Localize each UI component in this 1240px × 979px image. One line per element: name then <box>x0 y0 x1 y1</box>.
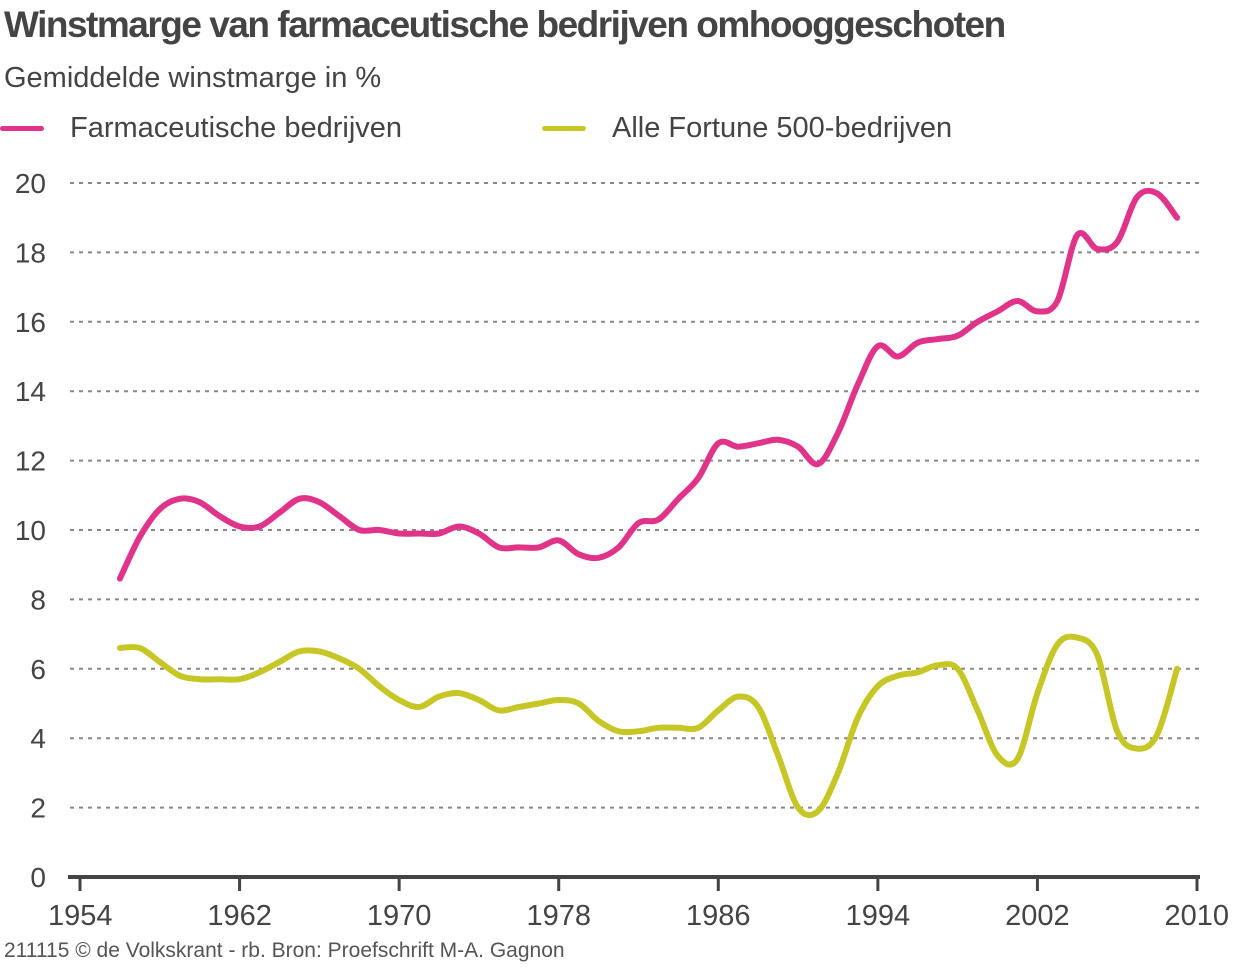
x-tick-label-2010: 2010 <box>1164 900 1229 930</box>
legend-label-pharma: Farmaceutische bedrijven <box>70 112 403 144</box>
x-tick-label-1962: 1962 <box>207 900 272 930</box>
y-tick-label-2: 2 <box>30 793 46 824</box>
x-tick-label-1954: 1954 <box>48 900 113 930</box>
chart-subtitle: Gemiddelde winstmarge in % <box>4 62 382 94</box>
series-line-fortune500 <box>116 633 1181 819</box>
y-tick-label-14: 14 <box>15 376 46 407</box>
y-tick-label-18: 18 <box>15 237 46 268</box>
x-tick-label-2002: 2002 <box>1005 900 1070 930</box>
x-tick-label-1986: 1986 <box>686 900 751 930</box>
y-tick-label-20: 20 <box>15 168 46 199</box>
y-tick-label-16: 16 <box>15 307 46 338</box>
y-tick-label-4: 4 <box>30 723 46 754</box>
series-line-pharma <box>116 187 1181 582</box>
x-tick-label-1994: 1994 <box>846 900 911 930</box>
chart-title: Winstmarge van farmaceutische bedrijven … <box>4 4 1006 45</box>
line-chart: 0 2 4 6 8 10 12 14 16 18 20 1954 1962 1970 1978 1986 199… <box>15 168 1229 930</box>
legend-swatch-fortune500 <box>542 126 586 131</box>
y-tick-label-6: 6 <box>30 654 46 685</box>
y-tick-label-8: 8 <box>30 584 46 615</box>
source-footer: 211115 © de Volkskrant - rb. Bron: Proef… <box>4 939 565 962</box>
y-tick-label-12: 12 <box>15 446 46 477</box>
legend-label-fortune500: Alle Fortune 500-bedrijven <box>612 112 953 144</box>
legend: Farmaceutische bedrijven Alle Fortune 50… <box>0 112 1200 152</box>
legend-item-pharma: Farmaceutische bedrijven <box>0 112 402 145</box>
legend-item-fortune500: Alle Fortune 500-bedrijven <box>542 112 952 145</box>
legend-swatch-pharma <box>0 126 44 131</box>
y-tick-label-10: 10 <box>15 515 46 546</box>
y-tick-label-0: 0 <box>30 862 46 893</box>
x-tick-label-1970: 1970 <box>367 900 432 930</box>
x-tick-label-1978: 1978 <box>526 900 591 930</box>
